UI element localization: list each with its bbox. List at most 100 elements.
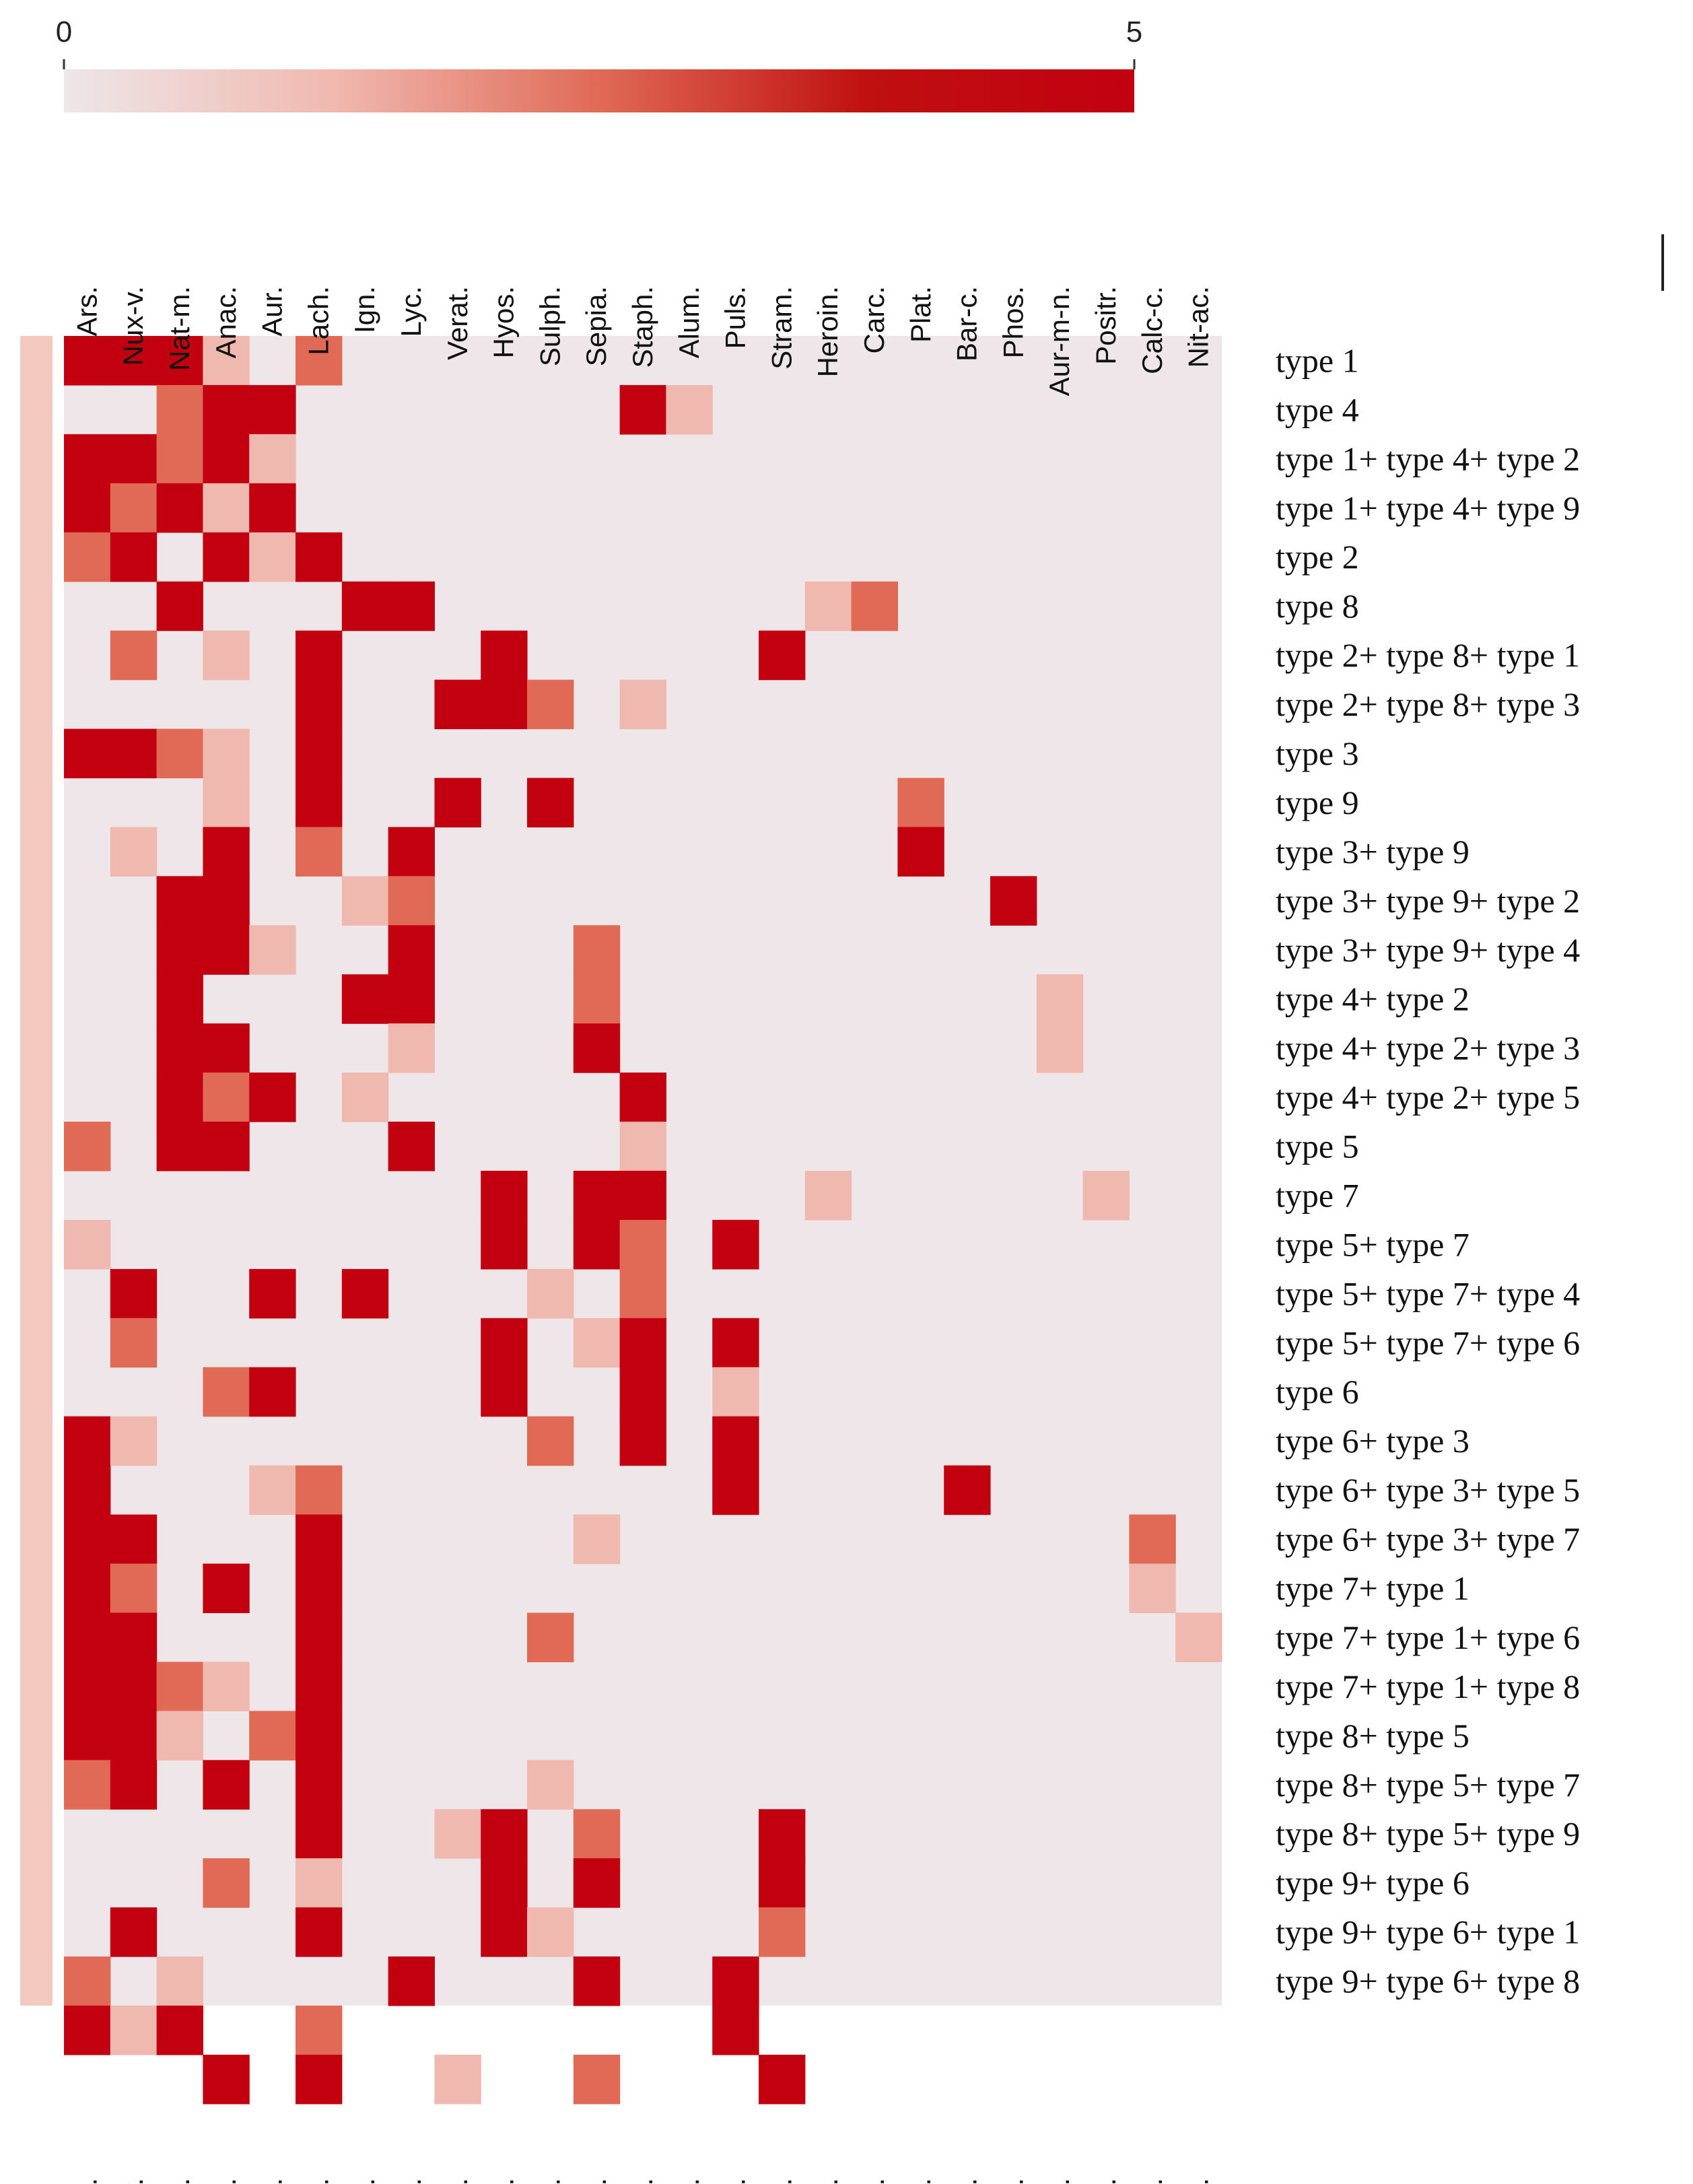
heatmap-cell bbox=[156, 2006, 203, 2055]
column-label: Heroin. bbox=[812, 2178, 843, 2184]
heatmap-cell bbox=[481, 1318, 528, 1368]
row-label: type 2 bbox=[1276, 538, 1359, 576]
heatmap-cell bbox=[110, 1711, 158, 1761]
heatmap-cell bbox=[1129, 1563, 1176, 1614]
heatmap-cell bbox=[296, 1809, 343, 1859]
heatmap-cell bbox=[249, 1367, 296, 1417]
heatmap-cell bbox=[156, 974, 203, 1024]
heatmap-cell bbox=[1175, 1612, 1222, 1663]
heatmap-cell bbox=[481, 679, 528, 730]
heatmap-cell bbox=[434, 2054, 481, 2105]
heatmap-cell bbox=[712, 1956, 759, 2006]
row-label: type 8 bbox=[1276, 587, 1359, 625]
heatmap-cell bbox=[203, 1858, 250, 1908]
row-label: type 7+ type 1+ type 6 bbox=[1276, 1618, 1580, 1656]
heatmap-cell bbox=[712, 1318, 759, 1368]
heatmap-cell bbox=[249, 1072, 296, 1122]
heatmap-cell bbox=[203, 778, 250, 828]
heatmap-cell bbox=[527, 679, 574, 730]
heatmap-cell bbox=[712, 1367, 759, 1417]
heatmap-cell bbox=[203, 2054, 250, 2105]
heatmap-cell bbox=[203, 434, 250, 484]
heatmap-cell bbox=[203, 1072, 250, 1122]
heatmap-cell bbox=[203, 925, 250, 975]
heatmap-cell bbox=[527, 1268, 574, 1319]
heatmap-cell bbox=[156, 434, 203, 484]
column-label: Calc-c. bbox=[1136, 2178, 1168, 2184]
heatmap-cell bbox=[573, 925, 621, 975]
column-label: Sepia. bbox=[580, 286, 612, 366]
heatmap-cell bbox=[296, 1612, 343, 1663]
heatmap-cell bbox=[388, 925, 435, 975]
column-label: Nux-v. bbox=[117, 2178, 149, 2184]
heatmap-cell bbox=[481, 1171, 528, 1221]
heatmap-cell bbox=[388, 1122, 435, 1171]
heatmap-cell bbox=[388, 581, 435, 632]
heatmap-cell bbox=[804, 581, 852, 632]
heatmap-cell bbox=[481, 1907, 528, 1957]
heatmap-cell bbox=[156, 1662, 203, 1711]
heatmap-cell bbox=[296, 1514, 343, 1565]
heatmap-cell bbox=[296, 1907, 343, 1957]
heatmap-cell bbox=[434, 679, 481, 730]
heatmap-cell bbox=[341, 974, 389, 1024]
column-label: Hyos. bbox=[488, 286, 520, 358]
heatmap-cell bbox=[619, 1219, 666, 1270]
heatmap-cell bbox=[481, 1858, 528, 1908]
heatmap-cell bbox=[573, 1219, 621, 1270]
row-strip-left bbox=[20, 336, 53, 2006]
heatmap-cell bbox=[203, 827, 250, 877]
heatmap-cell bbox=[712, 2006, 759, 2055]
row-label: type 1+ type 4+ type 9 bbox=[1276, 489, 1580, 526]
heatmap-cell bbox=[64, 1711, 111, 1761]
column-label: Anac. bbox=[210, 286, 242, 358]
column-labels-bottom: Ars. Nux-v. Nat-m. Anac. Aur. Lach. Ign. Lyc. Ve… bbox=[71, 2178, 1214, 2184]
heatmap-cell bbox=[759, 2054, 806, 2105]
row-label: type 4+ type 2+ type 3 bbox=[1276, 1029, 1580, 1067]
row-label: type 2+ type 8+ type 1 bbox=[1276, 636, 1580, 674]
heatmap-cell bbox=[203, 532, 250, 582]
heatmap-cell bbox=[110, 1416, 158, 1466]
heatmap-cells bbox=[64, 336, 1222, 2105]
row-label: type 3+ type 9+ type 2 bbox=[1276, 882, 1580, 920]
heatmap-cell bbox=[388, 1956, 435, 2006]
row-label: type 7+ type 1 bbox=[1276, 1569, 1470, 1607]
row-strip bbox=[20, 336, 53, 2006]
heatmap-cell bbox=[203, 483, 250, 533]
heatmap-cell bbox=[156, 1711, 203, 1761]
column-label: Anac. bbox=[210, 2178, 242, 2184]
heatmap-cell bbox=[110, 1612, 158, 1663]
heatmap-cell bbox=[527, 1612, 574, 1663]
heatmap-cell bbox=[481, 1219, 528, 1270]
heatmap-cell bbox=[1082, 1171, 1130, 1221]
column-label: Staph. bbox=[627, 2178, 658, 2184]
heatmap-cell bbox=[296, 827, 343, 877]
heatmap-cell bbox=[712, 1219, 759, 1270]
heatmap-cell bbox=[64, 1465, 111, 1515]
heatmap-cell bbox=[296, 630, 343, 681]
heatmap-cell bbox=[156, 728, 203, 779]
heatmap-cell bbox=[481, 1367, 528, 1417]
row-label: type 8+ type 5+ type 7 bbox=[1276, 1766, 1580, 1804]
column-label: Plat. bbox=[905, 286, 936, 343]
heatmap-cell bbox=[619, 1268, 666, 1319]
column-label: Hyos. bbox=[488, 2178, 520, 2184]
heatmap-cell bbox=[203, 1367, 250, 1417]
heatmap-cell bbox=[759, 1907, 806, 1957]
heatmap-cell bbox=[619, 384, 666, 435]
heatmap-cell bbox=[296, 532, 343, 582]
heatmap-cell bbox=[759, 1809, 806, 1859]
column-label: Stram. bbox=[765, 286, 797, 370]
heatmap-cell bbox=[388, 827, 435, 877]
heatmap-cell bbox=[156, 1023, 203, 1073]
row-label: type 4+ type 2 bbox=[1276, 980, 1470, 1018]
column-label: Positr. bbox=[1090, 286, 1121, 365]
heatmap-cell bbox=[296, 1760, 343, 1810]
heatmap-cell bbox=[249, 384, 296, 435]
column-label: Phos. bbox=[997, 286, 1029, 358]
heatmap-cell bbox=[64, 1956, 111, 2006]
heatmap-cell bbox=[897, 827, 944, 877]
heatmap-cell bbox=[619, 1072, 666, 1122]
row-label: type 9+ type 6+ type 1 bbox=[1276, 1913, 1580, 1951]
heatmap-cell bbox=[64, 1563, 111, 1614]
